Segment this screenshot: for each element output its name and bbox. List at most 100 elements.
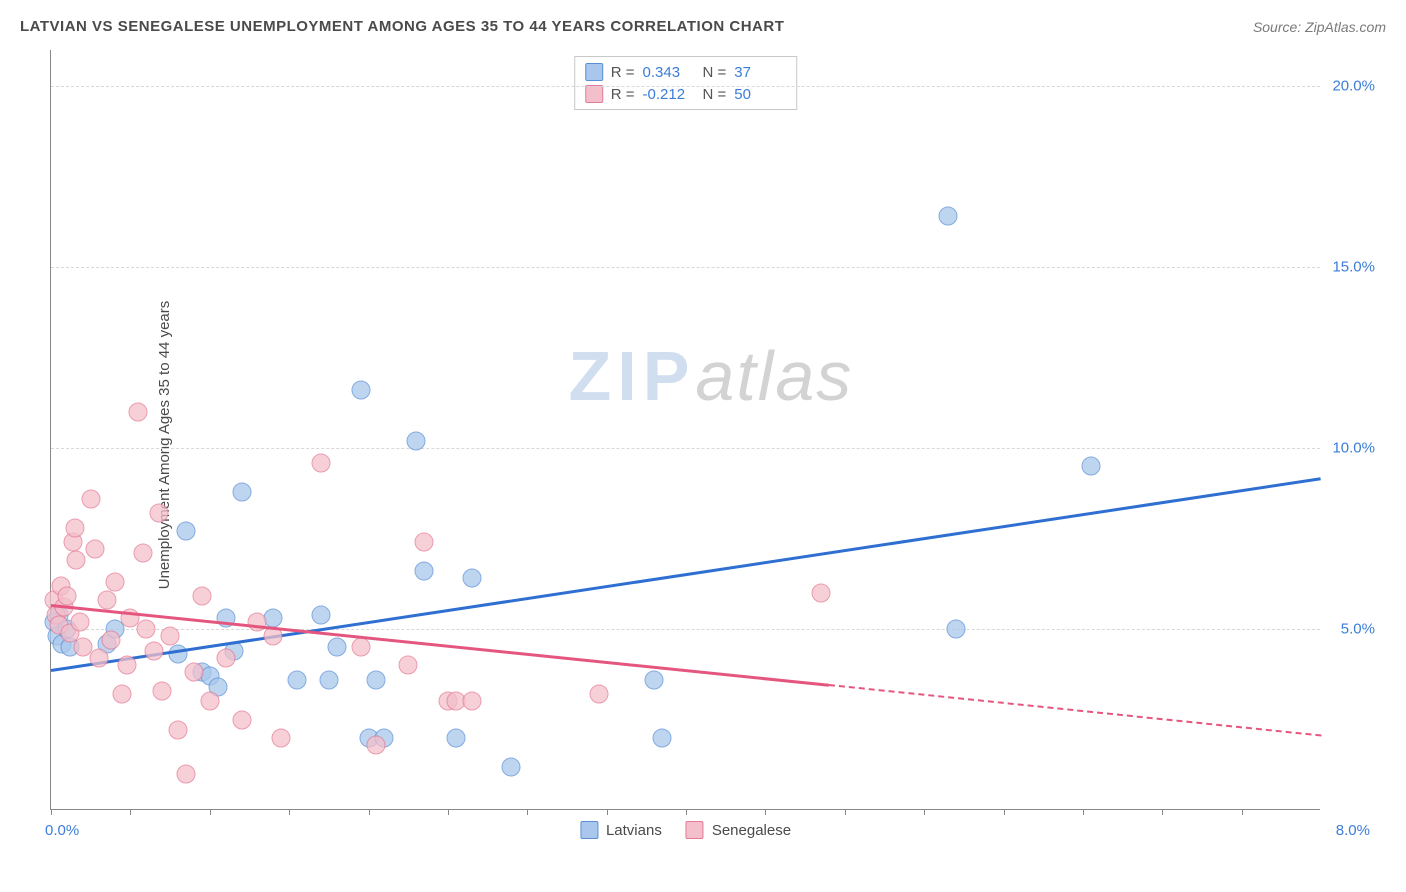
legend-label: Senegalese xyxy=(712,822,791,839)
data-point xyxy=(288,670,307,689)
data-point xyxy=(70,612,89,631)
data-point xyxy=(351,638,370,657)
data-point xyxy=(415,533,434,552)
gridline xyxy=(51,448,1320,449)
x-tick xyxy=(607,809,608,815)
series-legend: Latvians Senegalese xyxy=(580,821,791,839)
x-axis-max-label: 8.0% xyxy=(1336,822,1370,839)
stats-r-label: R = xyxy=(611,64,635,81)
data-point xyxy=(113,685,132,704)
data-point xyxy=(169,721,188,740)
data-point xyxy=(137,620,156,639)
data-point xyxy=(462,569,481,588)
data-point xyxy=(102,630,121,649)
data-point xyxy=(184,663,203,682)
data-point xyxy=(446,728,465,747)
x-axis-min-label: 0.0% xyxy=(45,822,79,839)
data-point xyxy=(176,522,195,541)
y-tick-label: 15.0% xyxy=(1332,259,1375,276)
trend-line xyxy=(51,477,1321,672)
y-tick-label: 20.0% xyxy=(1332,78,1375,95)
data-point xyxy=(65,518,84,537)
data-point xyxy=(653,728,672,747)
x-tick xyxy=(924,809,925,815)
x-tick xyxy=(765,809,766,815)
data-point xyxy=(232,482,251,501)
data-point xyxy=(97,591,116,610)
legend-item: Latvians xyxy=(580,821,662,839)
stats-r-value: -0.212 xyxy=(643,86,695,103)
stats-r-value: 0.343 xyxy=(643,64,695,81)
data-point xyxy=(946,620,965,639)
y-tick-label: 10.0% xyxy=(1332,440,1375,457)
data-point xyxy=(645,670,664,689)
legend-item: Senegalese xyxy=(686,821,791,839)
data-point xyxy=(264,609,283,628)
x-tick xyxy=(1162,809,1163,815)
x-tick xyxy=(369,809,370,815)
data-point xyxy=(399,656,418,675)
data-point xyxy=(811,583,830,602)
stats-swatch xyxy=(585,63,603,81)
data-point xyxy=(272,728,291,747)
data-point xyxy=(311,605,330,624)
data-point xyxy=(200,692,219,711)
x-tick xyxy=(1242,809,1243,815)
data-point xyxy=(415,562,434,581)
watermark: ZIPatlas xyxy=(568,336,853,416)
stats-swatch xyxy=(585,85,603,103)
data-point xyxy=(86,540,105,559)
watermark-atlas: atlas xyxy=(695,337,853,415)
data-point xyxy=(319,670,338,689)
data-point xyxy=(327,638,346,657)
data-point xyxy=(938,207,957,226)
data-point xyxy=(367,735,386,754)
stats-n-value: 50 xyxy=(734,86,786,103)
legend-swatch xyxy=(686,821,704,839)
chart-source: Source: ZipAtlas.com xyxy=(1253,19,1386,35)
gridline xyxy=(51,267,1320,268)
data-point xyxy=(232,710,251,729)
x-tick xyxy=(686,809,687,815)
gridline xyxy=(51,86,1320,87)
legend-label: Latvians xyxy=(606,822,662,839)
stats-n-value: 37 xyxy=(734,64,786,81)
chart-container: Unemployment Among Ages 35 to 44 years Z… xyxy=(50,50,1370,840)
stats-row: R =0.343N =37 xyxy=(585,61,787,83)
x-tick xyxy=(527,809,528,815)
data-point xyxy=(462,692,481,711)
x-tick xyxy=(1004,809,1005,815)
x-tick xyxy=(51,809,52,815)
data-point xyxy=(192,587,211,606)
stats-r-label: R = xyxy=(611,86,635,103)
x-tick xyxy=(289,809,290,815)
data-point xyxy=(176,764,195,783)
data-point xyxy=(145,641,164,660)
x-tick xyxy=(130,809,131,815)
chart-title: LATVIAN VS SENEGALESE UNEMPLOYMENT AMONG… xyxy=(20,18,784,35)
data-point xyxy=(118,656,137,675)
data-point xyxy=(1081,457,1100,476)
plot-area: ZIPatlas R =0.343N =37R =-0.212N =50 0.0… xyxy=(50,50,1320,810)
data-point xyxy=(89,649,108,668)
y-tick-label: 5.0% xyxy=(1341,621,1375,638)
x-tick xyxy=(448,809,449,815)
data-point xyxy=(67,551,86,570)
x-tick xyxy=(210,809,211,815)
legend-swatch xyxy=(580,821,598,839)
data-point xyxy=(407,431,426,450)
stats-n-label: N = xyxy=(703,86,727,103)
data-point xyxy=(351,381,370,400)
chart-header: LATVIAN VS SENEGALESE UNEMPLOYMENT AMONG… xyxy=(20,18,1386,35)
data-point xyxy=(129,402,148,421)
gridline xyxy=(51,629,1320,630)
data-point xyxy=(367,670,386,689)
data-point xyxy=(81,489,100,508)
data-point xyxy=(105,573,124,592)
stats-legend-box: R =0.343N =37R =-0.212N =50 xyxy=(574,56,798,110)
data-point xyxy=(153,681,172,700)
data-point xyxy=(311,453,330,472)
data-point xyxy=(589,685,608,704)
data-point xyxy=(57,587,76,606)
x-tick xyxy=(1083,809,1084,815)
